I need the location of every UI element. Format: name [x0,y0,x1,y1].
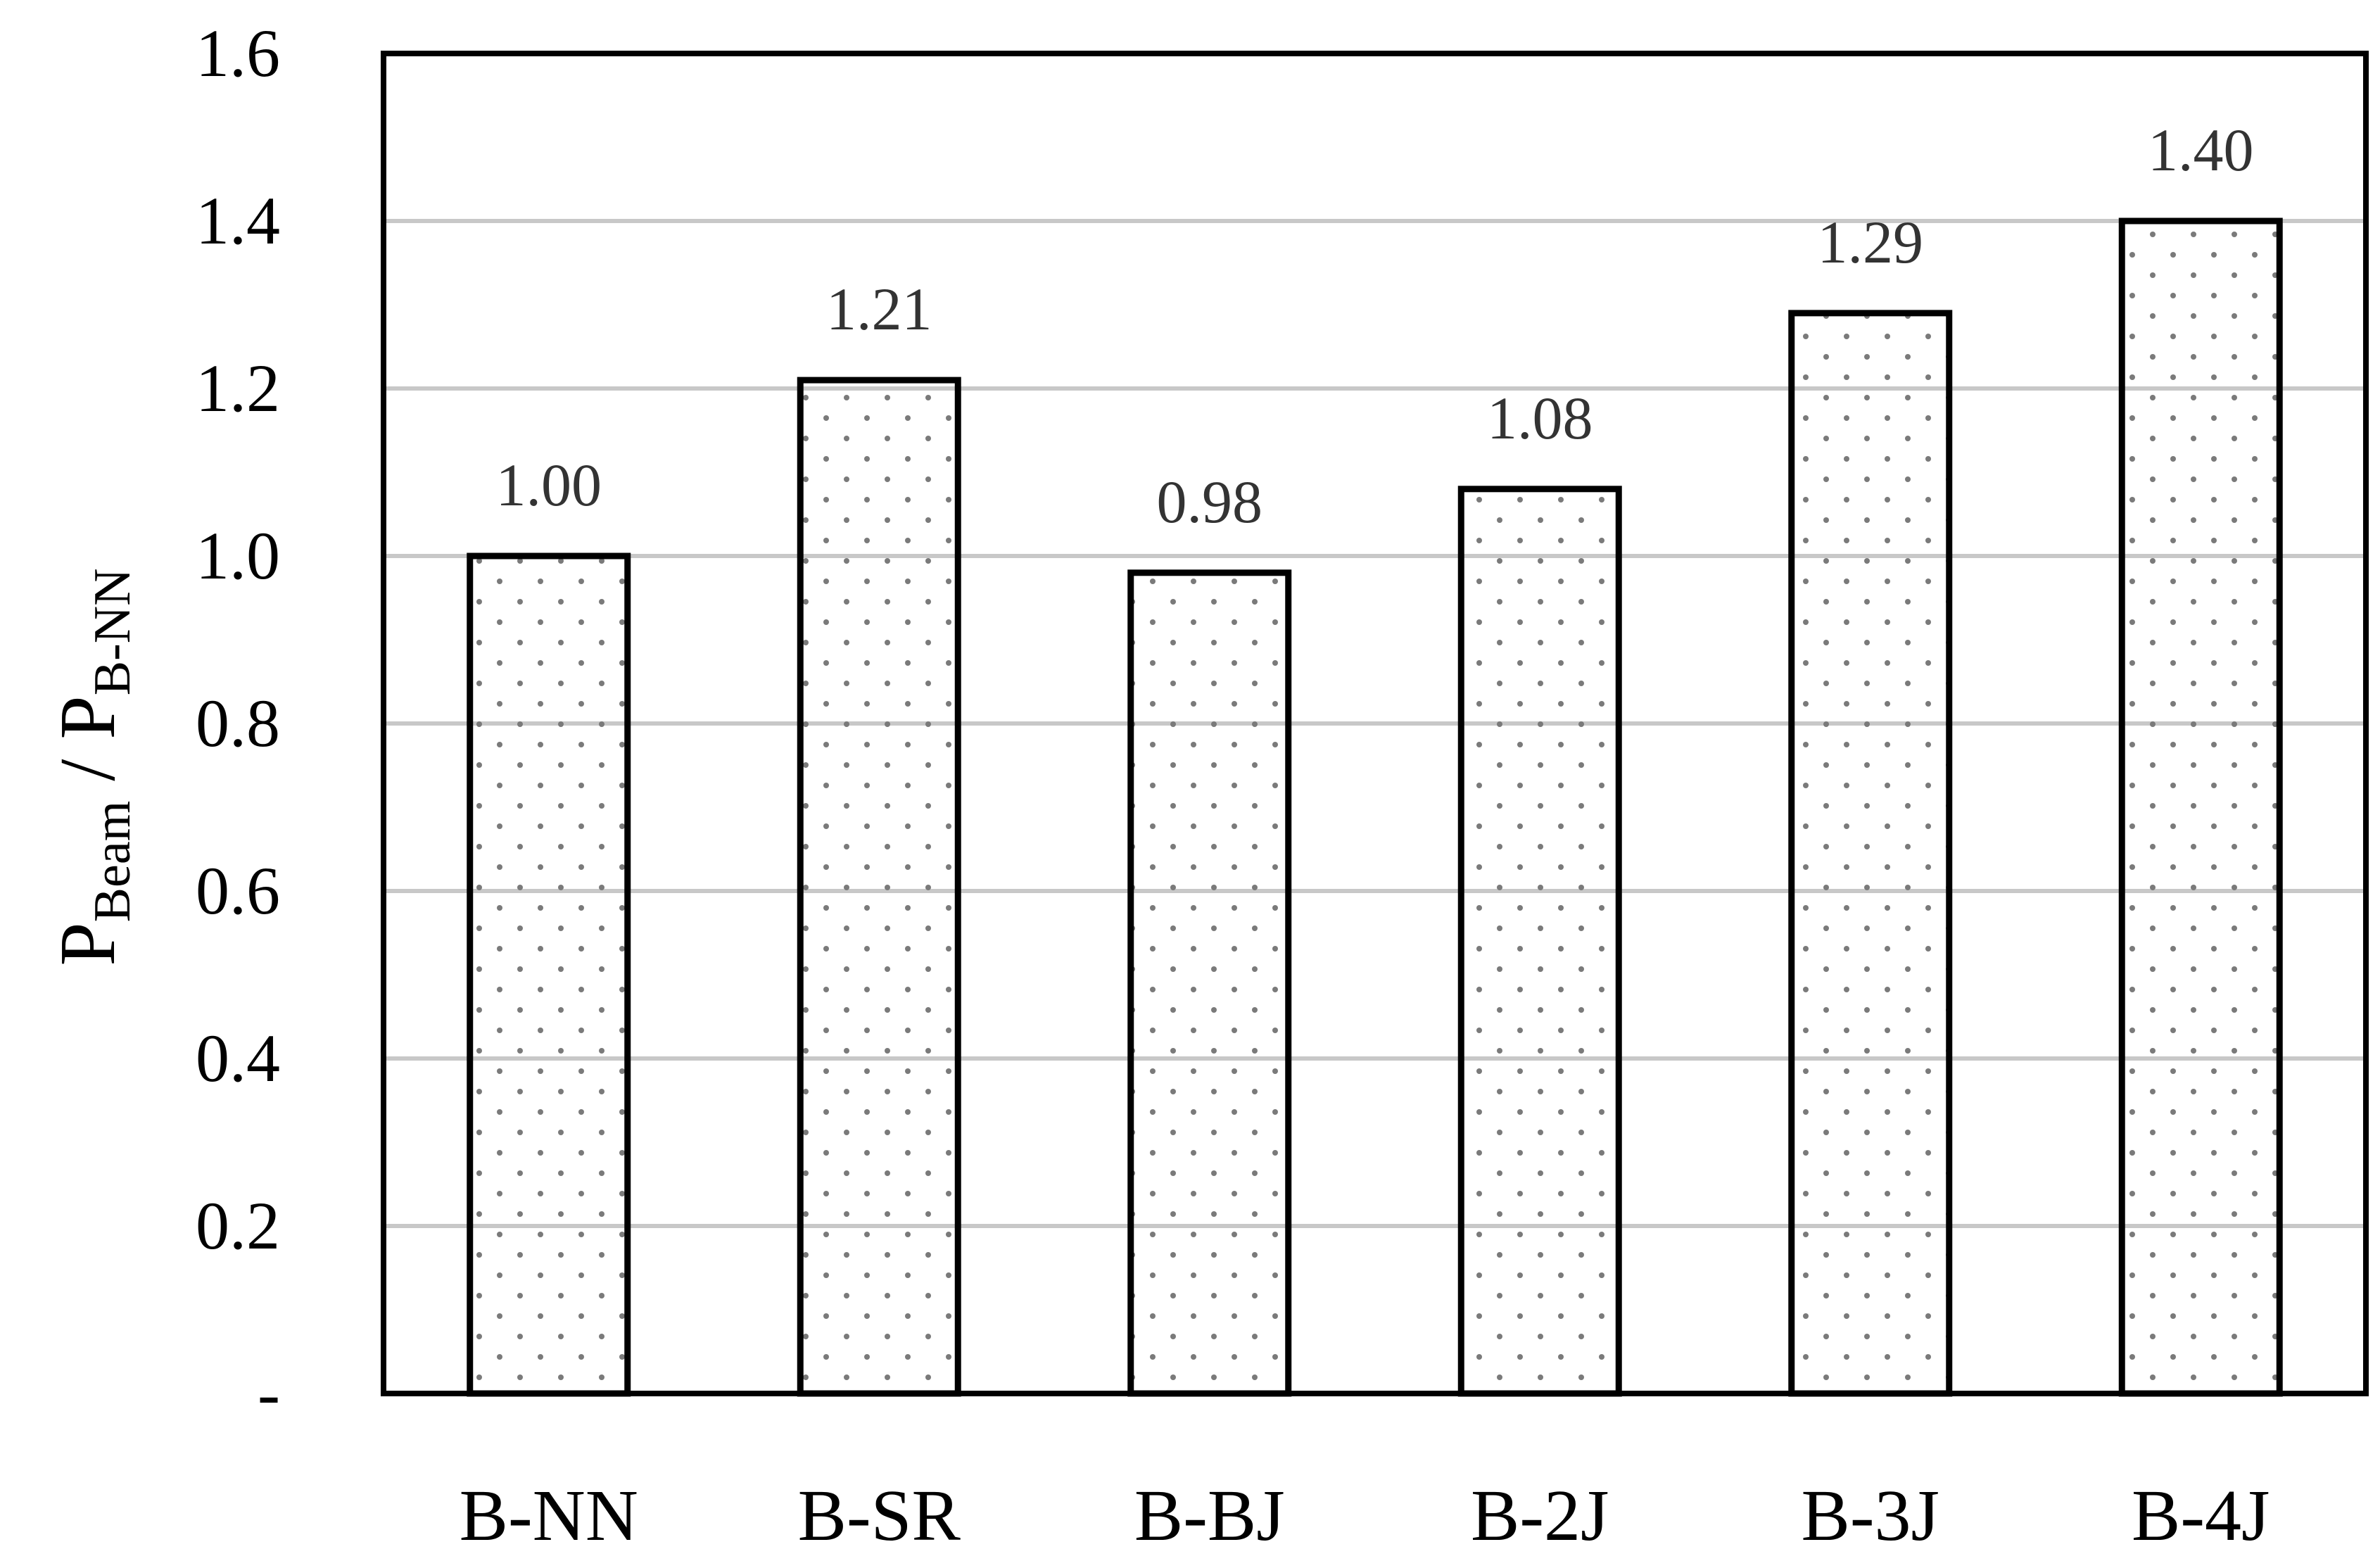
data-label: 1.29 [1818,208,1924,276]
data-label: 1.21 [826,275,932,343]
y-tick-label: 0.6 [196,853,280,928]
bar-b-4j [2118,217,2283,1397]
y-tick-label: 0.8 [196,685,280,761]
y-tick-label: 1.2 [196,350,280,426]
data-label: 1.40 [2148,116,2254,184]
x-tick-label: B-3J [1802,1475,1939,1556]
y-axis-label-main2: P [44,695,132,739]
y-axis-label-sep: / [44,740,132,801]
gridlines [384,219,2366,1228]
data-label: 1.08 [1487,384,1593,452]
y-axis-label-main1: P [44,922,132,966]
bar-b-3j [1788,310,1953,1397]
x-tick-labels: B-NN B-SR B-BJ B-2J B-3J B-4J [460,1475,2270,1556]
y-tick-label: 0.2 [196,1188,280,1263]
data-label: 1.00 [496,451,602,519]
x-tick-label: B-NN [460,1475,638,1556]
data-label: 0.98 [1157,468,1263,536]
x-tick-label: B-BJ [1134,1475,1285,1556]
y-axis-label: PBeam / PB-NN [44,568,141,966]
y-axis-label-sub2: B-NN [84,568,141,695]
y-tick-labels: - 0.2 0.4 0.6 0.8 1.0 1.2 1.4 1.6 [196,15,280,1431]
data-labels: 1.00 1.21 0.98 1.08 1.29 1.40 [496,116,2254,536]
y-tick-label: 1.0 [196,518,280,593]
y-tick-label: 1.4 [196,183,280,258]
x-tick-label: B-2J [1471,1475,1609,1556]
y-tick-label: 0.4 [196,1020,280,1096]
bar-b-2j [1457,486,1622,1397]
x-tick-label: B-SR [798,1475,961,1556]
plot-frame [381,51,2369,1396]
y-tick-label: - [258,1355,280,1431]
bars [467,217,2283,1397]
bar-b-nn [467,552,631,1397]
bar-b-sr [797,377,961,1397]
bar-b-bj [1127,569,1292,1397]
y-tick-label: 1.6 [196,15,280,91]
y-axis-label-sub1: Beam [84,801,141,923]
x-tick-label: B-4J [2132,1475,2270,1556]
